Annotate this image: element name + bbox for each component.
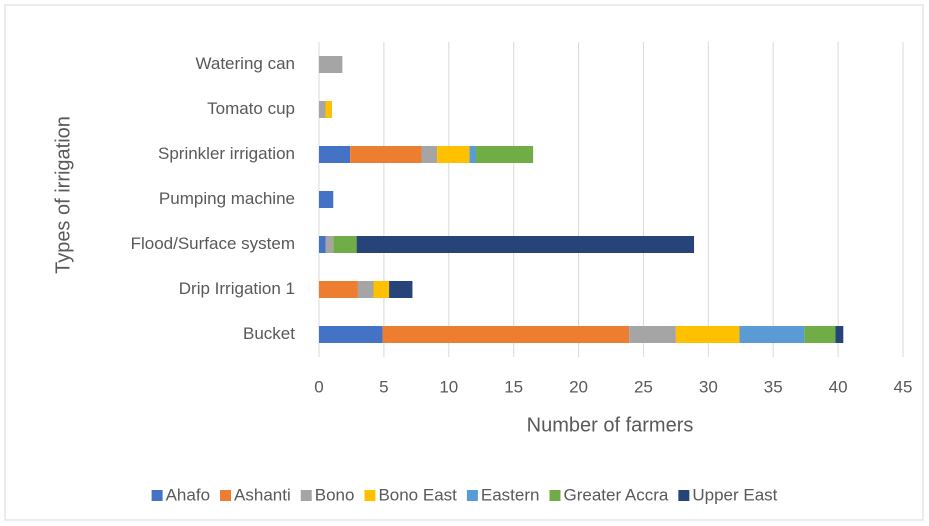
legend-swatch (300, 490, 312, 501)
x-tick-label: 40 (829, 377, 848, 396)
y-tick-label: Flood/Surface system (131, 234, 295, 253)
bar-segment (319, 146, 351, 163)
x-tick-label: 45 (894, 377, 913, 396)
bar-segment (675, 326, 740, 343)
y-axis-title: Types of irrigation (52, 116, 74, 274)
legend-label: Ashanti (234, 485, 291, 504)
bar-segment (319, 191, 334, 208)
x-tick-label: 25 (634, 377, 653, 396)
y-tick-label: Drip Irrigation 1 (179, 279, 295, 298)
legend-label: Bono East (378, 485, 457, 504)
bar-segment (350, 146, 422, 163)
y-tick-label: Watering can (195, 54, 295, 73)
bar-segment (437, 146, 470, 163)
bar-segment (389, 281, 413, 298)
bar-segment (373, 281, 390, 298)
bar-segment (469, 146, 477, 163)
bar-segment (476, 146, 534, 163)
legend-swatch (364, 490, 376, 501)
bar-segment (325, 101, 332, 118)
x-axis-title: Number of farmers (527, 414, 694, 436)
bar-segment (333, 236, 357, 253)
y-tick-label: Bucket (243, 324, 295, 343)
y-tick-label: Pumping machine (159, 189, 295, 208)
legend-swatch (549, 490, 561, 501)
y-tick-label: Tomato cup (207, 99, 295, 118)
y-tick-label: Sprinkler irrigation (158, 144, 295, 163)
bar-segment (319, 101, 326, 118)
bar-segment (319, 281, 358, 298)
legend-swatch (678, 490, 690, 501)
bar-segment (421, 146, 438, 163)
legend-label: Ahafo (166, 485, 210, 504)
bar-segment (356, 236, 695, 253)
legend-label: Upper East (692, 485, 777, 504)
legend-swatch (151, 490, 163, 501)
x-tick-label: 10 (439, 377, 458, 396)
legend-swatch (220, 490, 232, 501)
x-tick-label: 15 (504, 377, 523, 396)
x-tick-label: 5 (379, 377, 388, 396)
bar-segment (325, 236, 334, 253)
bar-segment (804, 326, 836, 343)
bar-segment (382, 326, 630, 343)
bar-segment (319, 56, 343, 73)
x-tick-label: 35 (764, 377, 783, 396)
legend-swatch (466, 490, 478, 501)
chart-border (4, 4, 924, 521)
x-tick-label: 0 (314, 377, 323, 396)
legend-label: Greater Accra (563, 485, 668, 504)
bar-segment (319, 236, 326, 253)
bar-segment (357, 281, 374, 298)
x-tick-label: 20 (569, 377, 588, 396)
legend-label: Eastern (481, 485, 540, 504)
bar-segment (739, 326, 805, 343)
bar-segment (629, 326, 676, 343)
bar-segment (319, 326, 383, 343)
x-tick-label: 30 (699, 377, 718, 396)
bar-segment (835, 326, 844, 343)
legend-label: Bono (315, 485, 355, 504)
